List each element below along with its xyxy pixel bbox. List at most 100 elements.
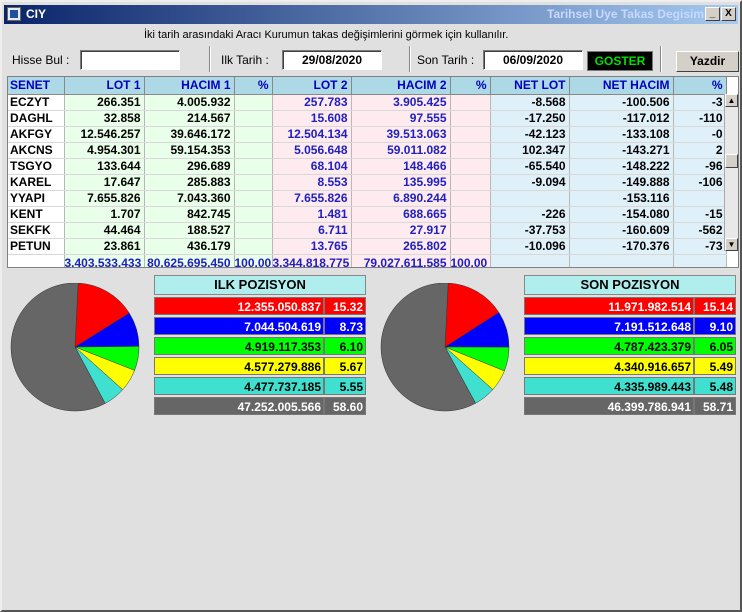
son-pie-chart	[380, 283, 510, 412]
table-cell: 436.179	[144, 238, 235, 255]
table-row[interactable]: AKCNS 4.954.301 59.154.353 5.056.648 59.011.…	[8, 142, 727, 159]
son-pozisyon-value: 4.787.423.379	[524, 337, 694, 355]
window-title: CIY	[26, 7, 47, 21]
scroll-down-icon[interactable]: ▼	[725, 238, 738, 251]
goster-button[interactable]: GOSTER	[587, 51, 653, 71]
table-cell: 7.655.826	[272, 190, 352, 207]
table-cell: -148.222	[569, 158, 674, 175]
table-cell	[234, 110, 273, 127]
total-cell	[673, 254, 727, 267]
son-pozisyon-pct: 15.14	[694, 297, 736, 315]
son-tarih-field[interactable]: 06/09/2020	[483, 50, 583, 70]
table-row[interactable]: KAREL 17.647 285.883 8.553 135.995 -9.094 -149…	[8, 174, 727, 191]
table-cell	[234, 190, 273, 207]
table-cell: 148.466	[351, 158, 451, 175]
table-cell: SEKFK	[8, 222, 65, 239]
scroll-up-icon[interactable]: ▲	[725, 94, 738, 107]
table-cell: -153.116	[569, 190, 674, 207]
column-header[interactable]: NET LOT	[490, 77, 570, 95]
yazdir-button[interactable]: Yazdir	[676, 51, 739, 72]
table-cell	[450, 110, 491, 127]
table-cell: 15.608	[272, 110, 352, 127]
total-cell: 100,00	[234, 254, 273, 267]
vertical-scrollbar[interactable]: ▲ ▼	[724, 94, 738, 251]
column-header[interactable]: LOT 2	[272, 77, 352, 95]
table-cell: -154.080	[569, 206, 674, 223]
table-cell: -42.123	[490, 126, 570, 143]
ilk-pozisyon-pct: 15.32	[324, 297, 366, 315]
table-cell: 17.647	[64, 174, 145, 191]
table-cell: ECZYT	[8, 94, 65, 111]
minimize-button[interactable]: _	[705, 7, 720, 21]
table-cell: -37.753	[490, 222, 570, 239]
son-tarih-label: Son Tarih :	[417, 53, 475, 67]
table-row[interactable]: YYAPI 7.655.826 7.043.360 7.655.826 6.890.24…	[8, 190, 727, 207]
table-cell: -96	[673, 158, 727, 175]
table-cell	[234, 158, 273, 175]
table-cell	[234, 206, 273, 223]
table-cell	[450, 222, 491, 239]
table-row[interactable]: TSGYO 133.644 296.689 68.104 148.466 -65.540-…	[8, 158, 727, 175]
table-cell: 296.689	[144, 158, 235, 175]
table-cell: 7.655.826	[64, 190, 145, 207]
ilk-pozisyon-value: 4.919.117.353	[154, 337, 324, 355]
table-cell: 23.861	[64, 238, 145, 255]
column-header[interactable]: SENET	[8, 77, 65, 95]
table-cell	[450, 206, 491, 223]
ilk-pozisyon-value: 4.477.737.185	[154, 377, 324, 395]
total-cell: 100,00	[450, 254, 491, 267]
table-cell: YYAPI	[8, 190, 65, 207]
column-header[interactable]: HACIM 1	[144, 77, 235, 95]
total-cell	[490, 254, 570, 267]
table-cell: -15	[673, 206, 727, 223]
hisse-search-input[interactable]	[80, 50, 180, 70]
table-row[interactable]: DAGHL 32.858 214.567 15.608 97.555 -17.250 -11…	[8, 110, 727, 127]
table-row[interactable]: ECZYT 266.351 4.005.932 257.783 3.905.425 -8.…	[8, 94, 727, 111]
table-cell: -10.096	[490, 238, 570, 255]
column-header[interactable]: %	[450, 77, 491, 95]
app-icon	[7, 7, 21, 21]
table-cell: 39.513.063	[351, 126, 451, 143]
table-cell: PETUN	[8, 238, 65, 255]
separator	[660, 46, 662, 72]
table-cell: -0	[673, 126, 727, 143]
table-cell: 68.104	[272, 158, 352, 175]
table-cell: 44.464	[64, 222, 145, 239]
table-row[interactable]: KENT 1.707 842.745 1.481 688.665 -226 -154.080…	[8, 206, 727, 223]
ilk-tarih-field[interactable]: 29/08/2020	[282, 50, 382, 70]
table-row[interactable]: SEKFK 44.464 188.527 6.711 27.917 -37.753 -160…	[8, 222, 727, 239]
total-cell: 80.625.695.450	[144, 254, 235, 267]
pie-slice-bimas	[74, 283, 130, 348]
table-cell: 257.783	[272, 94, 352, 111]
table-cell	[234, 174, 273, 191]
column-header[interactable]: %	[673, 77, 727, 95]
son-pozisyon-pct: 5.49	[694, 357, 736, 375]
table-cell: 842.745	[144, 206, 235, 223]
table-row[interactable]: PETUN 23.861 436.179 13.765 265.802 -10.096 -1…	[8, 238, 727, 255]
table-cell: -170.376	[569, 238, 674, 255]
table-cell: KENT	[8, 206, 65, 223]
column-header[interactable]: %	[234, 77, 273, 95]
table-cell: -149.888	[569, 174, 674, 191]
son-pozisyon-value: 7.191.512.648	[524, 317, 694, 335]
table-cell: -562	[673, 222, 727, 239]
ilk-pozisyon-title: ILK POZISYON	[154, 275, 366, 295]
table-row[interactable]: AKFGY 12.546.257 39.646.172 12.504.134 39.51…	[8, 126, 727, 143]
table-cell: 39.646.172	[144, 126, 235, 143]
title-bar[interactable]: CIY Tarihsel Uye Takas Degisim _ X	[4, 5, 738, 24]
table-cell: 59.011.082	[351, 142, 451, 159]
column-header[interactable]: NET HACIM	[569, 77, 674, 95]
table-cell: DAGHL	[8, 110, 65, 127]
hint-text: İki tarih arasındaki Aracı Kurumun takas…	[144, 29, 509, 41]
ilk-pozisyon-value: 7.044.504.619	[154, 317, 324, 335]
son-pozisyon-value: 4.335.989.443	[524, 377, 694, 395]
table-cell: -17.250	[490, 110, 570, 127]
scroll-thumb[interactable]	[725, 154, 738, 168]
takas-table: SENET LOT 1 HACIM 1% LOT 2 HACIM 2% NET LOT NE…	[7, 76, 739, 268]
close-button[interactable]: X	[721, 7, 736, 21]
table-cell	[450, 126, 491, 143]
column-header[interactable]: LOT 1	[64, 77, 145, 95]
column-header[interactable]: HACIM 2	[351, 77, 451, 95]
pie-slice-bimas	[444, 283, 500, 348]
